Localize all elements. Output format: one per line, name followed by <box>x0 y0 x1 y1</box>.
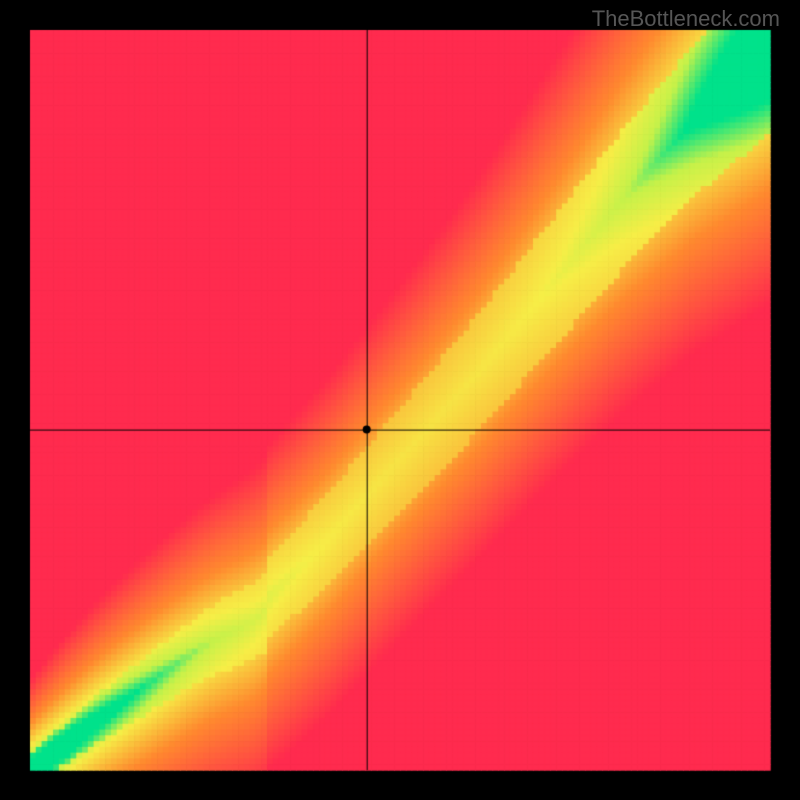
watermark-text: TheBottleneck.com <box>592 6 780 32</box>
heatmap-canvas <box>0 0 800 800</box>
bottleneck-heatmap-figure: TheBottleneck.com <box>0 0 800 800</box>
